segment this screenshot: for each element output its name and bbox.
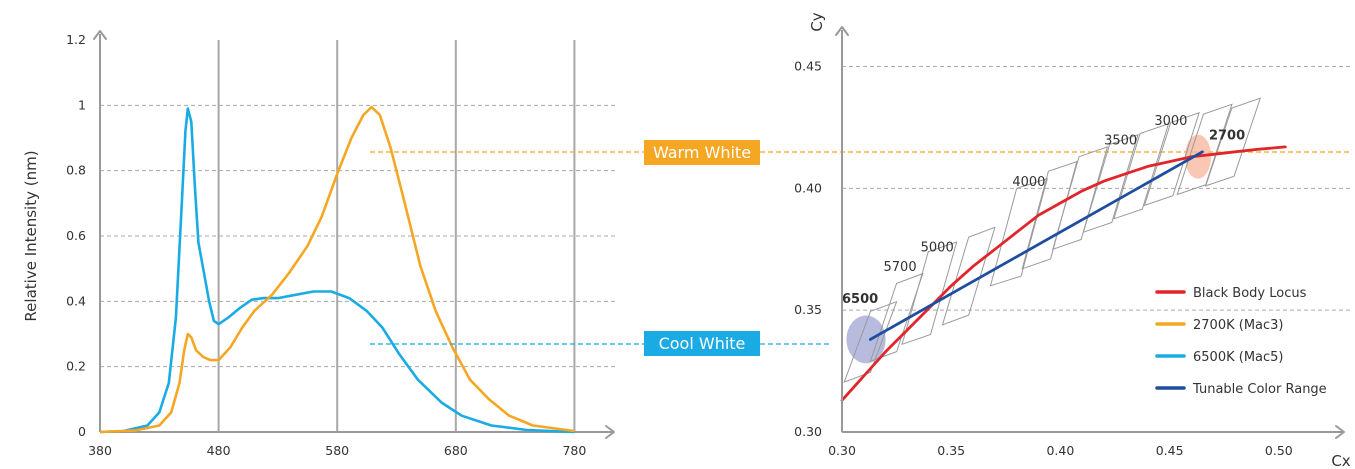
chromaticity-chart: 0.30 0.35 0.40 0.45 0.30 0.35 0.40 0.45 0.50 6500… xyxy=(794,12,1351,469)
y-tick-label: 0.30 xyxy=(794,424,822,439)
y-tick-label: 0.2 xyxy=(66,359,86,374)
black-body-locus-line xyxy=(840,145,1287,402)
x-tick-label: 0.50 xyxy=(1265,443,1293,458)
cct-quadrangle xyxy=(1052,146,1109,251)
cct-quadrangle xyxy=(1113,123,1170,220)
y-tick-label: 1 xyxy=(78,97,86,112)
cct-quadrangle xyxy=(869,272,924,363)
y-axis-title: Cy xyxy=(808,12,826,31)
y-tick-label: 0.45 xyxy=(794,59,822,74)
cct-quadrangle xyxy=(843,300,898,383)
cct-quadrangle xyxy=(1204,97,1262,187)
x-tick-label: 0.30 xyxy=(828,443,856,458)
warm-white-badge: Warm White xyxy=(644,140,760,165)
cool-white-badge: Cool White xyxy=(644,331,760,356)
legend-label: Black Body Locus xyxy=(1193,286,1307,301)
x-tick-label: 0.35 xyxy=(937,443,965,458)
cct-quadrangle xyxy=(901,241,958,346)
spectrum-chart: 0 0.2 0.4 0.6 0.8 1 1.2 380 480 580 680 780 Relative… xyxy=(22,30,615,458)
cct-label: 6500 xyxy=(842,292,878,307)
legend: Black Body Locus 2700K (Mac3) 6500K (Mac5)… xyxy=(1155,286,1327,397)
cool-white-badge-label: Cool White xyxy=(659,334,746,353)
y-axis-arrow xyxy=(835,26,849,36)
cct-label: 4000 xyxy=(1012,175,1045,190)
x-tick-label: 0.40 xyxy=(1046,443,1074,458)
legend-label: 2700K (Mac3) xyxy=(1193,318,1284,333)
y-tick-label: 0.35 xyxy=(794,302,822,317)
cct-quadrangle xyxy=(941,226,996,326)
x-tick-label: 480 xyxy=(207,443,231,458)
x-tick-label: 580 xyxy=(325,443,349,458)
legend-label: 6500K (Mac5) xyxy=(1193,350,1284,365)
warm-white-badge-bg xyxy=(644,140,760,165)
cct-label: 2700 xyxy=(1209,129,1245,144)
x-tick-label: 780 xyxy=(562,443,586,458)
cool-white-badge-bg xyxy=(644,331,760,356)
x-tick-label: 680 xyxy=(444,443,468,458)
y-tick-label: 0.8 xyxy=(66,163,86,178)
x-axis-arrow xyxy=(605,425,615,439)
cct-quadrangle xyxy=(1176,103,1233,196)
cool-spectrum-line xyxy=(99,107,575,434)
y-tick-label: 0.6 xyxy=(66,228,86,243)
tunable-range-line xyxy=(869,150,1204,341)
x-axis-title: Cx xyxy=(1331,452,1350,469)
x-tick-label: 380 xyxy=(88,443,112,458)
badges: Warm White Cool White xyxy=(644,140,760,356)
y-tick-label: 1.2 xyxy=(66,32,86,47)
cct-label: 3000 xyxy=(1154,114,1187,129)
cct-label: 5000 xyxy=(921,241,954,256)
cct-label: 5700 xyxy=(884,260,917,275)
legend-label: Tunable Color Range xyxy=(1192,382,1327,397)
macadam-ellipse xyxy=(846,315,886,364)
cct-quadrangle xyxy=(1082,134,1139,233)
y-axis-arrow xyxy=(93,30,107,40)
y-axis-title: Relative Intensity (nm) xyxy=(22,150,40,321)
y-tick-label: 0.40 xyxy=(794,180,822,195)
cct-quadrangle xyxy=(1143,112,1200,207)
cct-label: 3500 xyxy=(1104,134,1137,149)
cct-quadrangle xyxy=(989,177,1049,287)
reference-lines xyxy=(370,151,1350,345)
x-tick-label: 0.45 xyxy=(1156,443,1184,458)
y-tick-label: 0.4 xyxy=(66,293,86,308)
warm-white-badge-label: Warm White xyxy=(653,143,751,162)
cct-quadrangle xyxy=(1021,160,1078,270)
y-tick-label: 0 xyxy=(78,424,86,439)
warm-spectrum-line xyxy=(99,105,575,434)
x-axis-arrow xyxy=(1335,425,1345,439)
